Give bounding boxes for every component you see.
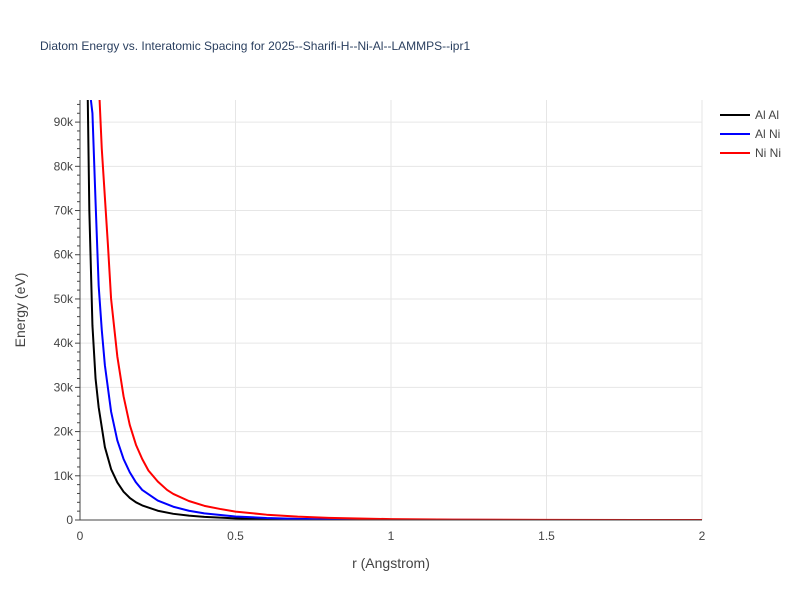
y-tick-label: 60k (54, 248, 74, 262)
axes (75, 100, 702, 521)
y-tick-label: 0 (66, 513, 73, 527)
y-tick-label: 80k (54, 159, 74, 173)
series-line-ni-ni (98, 100, 702, 520)
x-tick-label: 0 (77, 529, 84, 543)
y-tick-label: 20k (54, 425, 74, 439)
y-axis-title: Energy (eV) (12, 273, 28, 348)
y-tick-label: 90k (54, 115, 74, 129)
legend: Al Al Al Ni Ni Ni (720, 108, 781, 160)
grid-lines (80, 100, 703, 520)
x-tick-label: 1 (388, 529, 395, 543)
y-tick-label: 50k (54, 292, 74, 306)
legend-label: Ni Ni (755, 146, 781, 160)
x-tick-label: 0.5 (227, 529, 244, 543)
legend-label: Al Al (755, 108, 779, 122)
x-axis-title: r (Angstrom) (352, 555, 430, 571)
y-tick-label: 30k (54, 380, 74, 394)
chart-title: Diatom Energy vs. Interatomic Spacing fo… (40, 39, 470, 53)
legend-label: Al Ni (755, 127, 780, 141)
y-tick-labels: 0 10k 20k 30k 40k 50k 60k 70k 80k 90k (54, 115, 74, 527)
y-tick-label: 10k (54, 469, 74, 483)
y-tick-label: 40k (54, 336, 74, 350)
series-line-al-al (86, 100, 702, 520)
y-tick-label: 70k (54, 204, 74, 218)
x-tick-label: 1.5 (538, 529, 555, 543)
x-tick-labels: 0 0.5 1 1.5 2 (77, 529, 706, 543)
x-tick-label: 2 (699, 529, 706, 543)
series-lines (86, 100, 702, 520)
series-line-al-ni (89, 100, 702, 520)
